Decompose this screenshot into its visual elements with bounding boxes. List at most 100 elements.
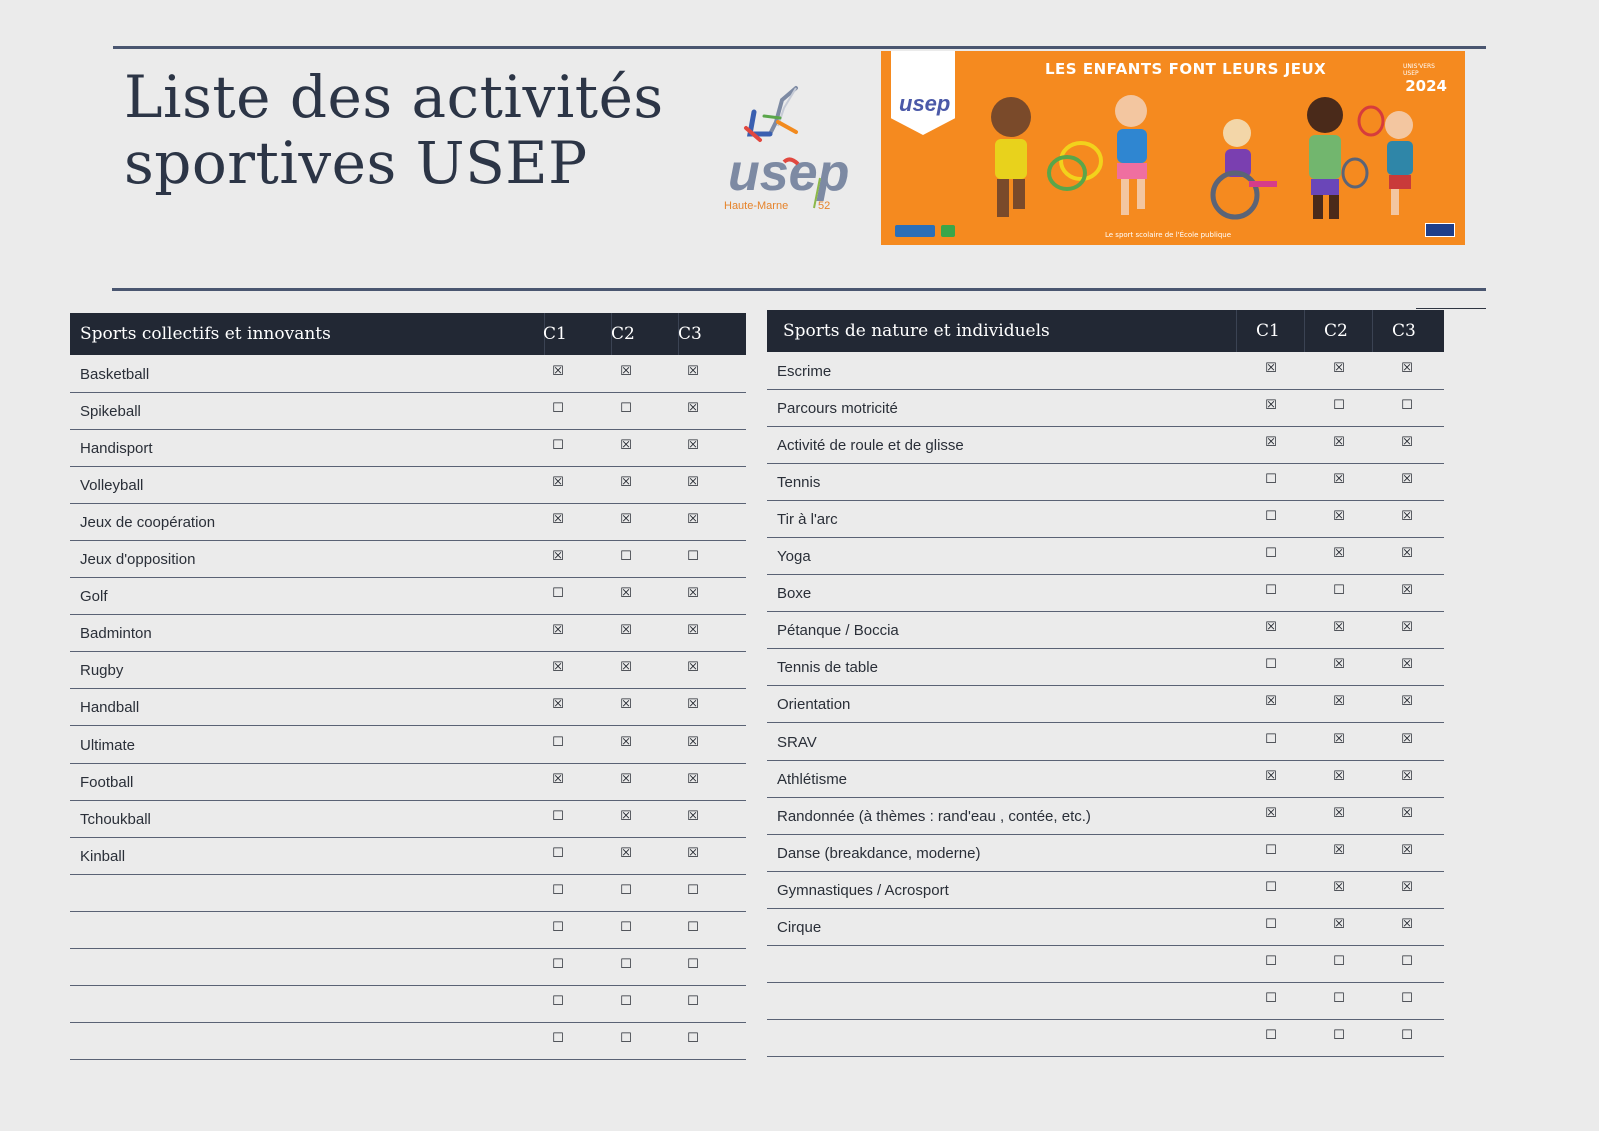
checkbox-c3[interactable]: ☒	[687, 438, 699, 454]
checkbox-c2[interactable]: ☐	[1333, 1027, 1345, 1043]
checkbox-c2[interactable]: ☒	[620, 623, 632, 639]
checkbox-c2[interactable]: ☐	[1333, 990, 1345, 1006]
checkbox-c3[interactable]: ☒	[687, 845, 699, 861]
checkbox-c3[interactable]: ☒	[687, 401, 699, 417]
checkbox-c2[interactable]: ☒	[1333, 879, 1345, 895]
checkbox-c2[interactable]: ☐	[1333, 953, 1345, 969]
checkbox-c2[interactable]: ☒	[1333, 694, 1345, 710]
checkbox-c2[interactable]: ☐	[620, 549, 632, 565]
checkbox-c2[interactable]: ☒	[1333, 842, 1345, 858]
checkbox-c2[interactable]: ☒	[1333, 546, 1345, 562]
checkbox-c2[interactable]: ☐	[620, 882, 632, 898]
checkbox-c2[interactable]: ☐	[620, 956, 632, 972]
checkbox-c1[interactable]: ☐	[1265, 472, 1277, 488]
checkbox-c1[interactable]: ☐	[552, 586, 564, 602]
checkbox-c3[interactable]: ☒	[1401, 768, 1413, 784]
checkbox-c1[interactable]: ☒	[1265, 398, 1277, 414]
checkbox-c1[interactable]: ☒	[552, 475, 564, 491]
checkbox-c2[interactable]: ☒	[1333, 620, 1345, 636]
checkbox-c2[interactable]: ☒	[620, 771, 632, 787]
checkbox-c1[interactable]: ☐	[552, 993, 564, 1009]
checkbox-c2[interactable]: ☒	[620, 438, 632, 454]
checkbox-c1[interactable]: ☐	[1265, 1027, 1277, 1043]
checkbox-c3[interactable]: ☐	[687, 882, 699, 898]
checkbox-c2[interactable]: ☒	[1333, 435, 1345, 451]
checkbox-c3[interactable]: ☒	[687, 808, 699, 824]
checkbox-c3[interactable]: ☒	[1401, 805, 1413, 821]
checkbox-c3[interactable]: ☒	[1401, 472, 1413, 488]
checkbox-c3[interactable]: ☒	[687, 771, 699, 787]
checkbox-c1[interactable]: ☐	[1265, 546, 1277, 562]
checkbox-c1[interactable]: ☐	[552, 401, 564, 417]
checkbox-c3[interactable]: ☒	[1401, 546, 1413, 562]
checkbox-c1[interactable]: ☐	[1265, 953, 1277, 969]
checkbox-c1[interactable]: ☐	[1265, 879, 1277, 895]
checkbox-c1[interactable]: ☒	[1265, 361, 1277, 376]
checkbox-c3[interactable]: ☒	[1401, 583, 1413, 599]
checkbox-c2[interactable]: ☒	[1333, 509, 1345, 525]
checkbox-c1[interactable]: ☐	[1265, 916, 1277, 932]
checkbox-c3[interactable]: ☒	[687, 660, 699, 676]
checkbox-c2[interactable]: ☒	[620, 845, 632, 861]
checkbox-c1[interactable]: ☐	[552, 882, 564, 898]
checkbox-c3[interactable]: ☒	[1401, 879, 1413, 895]
checkbox-c3[interactable]: ☒	[687, 697, 699, 713]
checkbox-c2[interactable]: ☒	[620, 734, 632, 750]
checkbox-c2[interactable]: ☒	[620, 586, 632, 602]
checkbox-c3[interactable]: ☒	[687, 512, 699, 528]
checkbox-c2[interactable]: ☐	[620, 919, 632, 935]
checkbox-c1[interactable]: ☐	[552, 808, 564, 824]
checkbox-c3[interactable]: ☒	[1401, 509, 1413, 525]
checkbox-c1[interactable]: ☐	[1265, 842, 1277, 858]
checkbox-c2[interactable]: ☐	[620, 1030, 632, 1046]
checkbox-c1[interactable]: ☒	[552, 660, 564, 676]
checkbox-c1[interactable]: ☒	[552, 623, 564, 639]
checkbox-c2[interactable]: ☐	[620, 993, 632, 1009]
checkbox-c3[interactable]: ☒	[1401, 842, 1413, 858]
checkbox-c1[interactable]: ☐	[1265, 509, 1277, 525]
checkbox-c1[interactable]: ☒	[1265, 805, 1277, 821]
checkbox-c1[interactable]: ☐	[552, 438, 564, 454]
checkbox-c3[interactable]: ☒	[1401, 620, 1413, 636]
checkbox-c3[interactable]: ☐	[687, 919, 699, 935]
checkbox-c2[interactable]: ☒	[1333, 805, 1345, 821]
checkbox-c1[interactable]: ☒	[1265, 620, 1277, 636]
checkbox-c3[interactable]: ☒	[1401, 694, 1413, 710]
checkbox-c3[interactable]: ☒	[687, 364, 699, 379]
checkbox-c1[interactable]: ☒	[552, 549, 564, 565]
checkbox-c2[interactable]: ☒	[1333, 361, 1345, 376]
checkbox-c1[interactable]: ☒	[1265, 435, 1277, 451]
checkbox-c3[interactable]: ☒	[687, 734, 699, 750]
checkbox-c1[interactable]: ☒	[1265, 694, 1277, 710]
checkbox-c2[interactable]: ☒	[620, 364, 632, 379]
checkbox-c2[interactable]: ☒	[620, 475, 632, 491]
checkbox-c2[interactable]: ☐	[620, 401, 632, 417]
checkbox-c2[interactable]: ☒	[1333, 472, 1345, 488]
checkbox-c2[interactable]: ☒	[1333, 657, 1345, 673]
checkbox-c2[interactable]: ☒	[620, 512, 632, 528]
checkbox-c2[interactable]: ☒	[620, 660, 632, 676]
checkbox-c3[interactable]: ☐	[687, 549, 699, 565]
checkbox-c1[interactable]: ☐	[552, 956, 564, 972]
checkbox-c3[interactable]: ☒	[687, 586, 699, 602]
checkbox-c1[interactable]: ☐	[1265, 731, 1277, 747]
checkbox-c1[interactable]: ☐	[1265, 583, 1277, 599]
checkbox-c3[interactable]: ☐	[687, 993, 699, 1009]
checkbox-c3[interactable]: ☒	[687, 475, 699, 491]
checkbox-c1[interactable]: ☐	[552, 1030, 564, 1046]
checkbox-c1[interactable]: ☒	[552, 512, 564, 528]
checkbox-c3[interactable]: ☒	[1401, 435, 1413, 451]
checkbox-c1[interactable]: ☐	[552, 734, 564, 750]
checkbox-c1[interactable]: ☐	[1265, 657, 1277, 673]
checkbox-c1[interactable]: ☐	[552, 919, 564, 935]
checkbox-c1[interactable]: ☒	[552, 697, 564, 713]
checkbox-c2[interactable]: ☒	[1333, 768, 1345, 784]
checkbox-c3[interactable]: ☐	[1401, 953, 1413, 969]
checkbox-c2[interactable]: ☒	[620, 808, 632, 824]
checkbox-c3[interactable]: ☐	[687, 1030, 699, 1046]
checkbox-c3[interactable]: ☒	[1401, 916, 1413, 932]
checkbox-c1[interactable]: ☐	[1265, 990, 1277, 1006]
checkbox-c2[interactable]: ☐	[1333, 583, 1345, 599]
checkbox-c3[interactable]: ☐	[1401, 398, 1413, 414]
checkbox-c3[interactable]: ☐	[687, 956, 699, 972]
